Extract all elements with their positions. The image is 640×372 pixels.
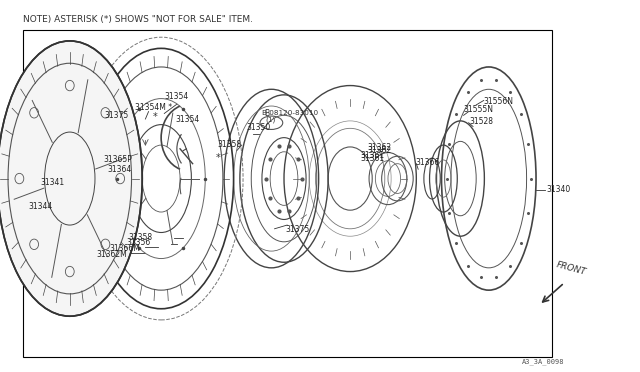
- Text: 31354M *: 31354M *: [134, 103, 172, 112]
- Text: 31375: 31375: [286, 225, 310, 234]
- Text: 31358: 31358: [129, 233, 152, 242]
- Text: 31362M: 31362M: [97, 250, 127, 259]
- Text: 31344: 31344: [29, 202, 53, 211]
- Text: 31364: 31364: [108, 165, 132, 174]
- Text: 31354: 31354: [164, 92, 189, 101]
- Text: 31556N: 31556N: [484, 97, 514, 106]
- Text: 31362: 31362: [368, 143, 392, 152]
- Text: 31366M: 31366M: [109, 244, 140, 253]
- Text: 31555N: 31555N: [463, 105, 493, 114]
- Text: 31341: 31341: [40, 178, 64, 187]
- Ellipse shape: [0, 41, 142, 316]
- Text: 31340: 31340: [547, 185, 571, 194]
- Text: *: *: [153, 112, 158, 122]
- Text: B 08120-83010: B 08120-83010: [262, 110, 318, 116]
- Text: 31365P: 31365P: [103, 155, 132, 164]
- Text: (1): (1): [266, 116, 276, 123]
- Text: 31528: 31528: [470, 117, 494, 126]
- Text: 31375: 31375: [104, 111, 129, 120]
- Text: *: *: [216, 153, 220, 163]
- Text: 31361: 31361: [361, 151, 385, 160]
- Text: 31358: 31358: [218, 140, 242, 149]
- Text: 31356: 31356: [127, 238, 151, 247]
- Text: 31366: 31366: [415, 158, 439, 167]
- Text: B: B: [264, 109, 269, 118]
- Text: 31361: 31361: [361, 154, 385, 163]
- Text: NOTE) ASTERISK (*) SHOWS "NOT FOR SALE" ITEM.: NOTE) ASTERISK (*) SHOWS "NOT FOR SALE" …: [22, 15, 253, 24]
- Bar: [22, 30, 552, 357]
- Text: FRONT: FRONT: [555, 260, 587, 277]
- Text: 31362: 31362: [368, 146, 392, 155]
- Text: 31354: 31354: [175, 115, 200, 124]
- Text: A3_3A_0098: A3_3A_0098: [522, 358, 564, 365]
- Text: 31350: 31350: [246, 123, 271, 132]
